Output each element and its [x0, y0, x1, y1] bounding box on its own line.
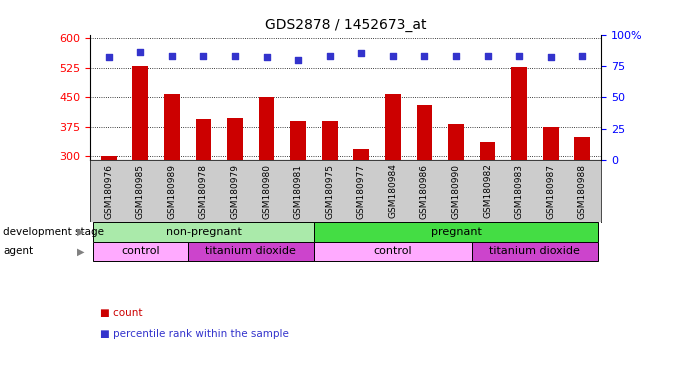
Bar — [322, 121, 338, 161]
Text: GSM180985: GSM180985 — [136, 164, 145, 218]
Text: GSM180976: GSM180976 — [104, 164, 113, 218]
Bar — [314, 242, 472, 261]
Bar — [574, 137, 590, 161]
Point — [419, 53, 430, 59]
Bar — [196, 119, 211, 161]
Bar — [93, 222, 314, 242]
Point — [135, 49, 146, 55]
Point — [451, 53, 462, 59]
Point — [229, 53, 240, 59]
Bar — [385, 94, 401, 161]
Point — [103, 54, 114, 60]
Text: GSM180977: GSM180977 — [357, 164, 366, 218]
Point — [388, 53, 399, 59]
Point — [261, 54, 272, 60]
Bar — [417, 105, 433, 161]
Bar — [314, 222, 598, 242]
Text: GSM180990: GSM180990 — [451, 164, 460, 218]
Text: titanium dioxide: titanium dioxide — [205, 246, 296, 257]
Bar — [353, 149, 369, 161]
Text: GSM180986: GSM180986 — [420, 164, 429, 218]
Bar — [448, 124, 464, 161]
Bar — [164, 94, 180, 161]
Text: GSM180982: GSM180982 — [483, 164, 492, 218]
Point — [292, 57, 303, 63]
Point — [167, 53, 178, 59]
Text: agent: agent — [3, 246, 34, 257]
Bar — [480, 142, 495, 161]
Point — [198, 53, 209, 59]
Bar — [511, 67, 527, 161]
Point — [545, 54, 556, 60]
Bar — [258, 97, 274, 161]
Text: GSM180978: GSM180978 — [199, 164, 208, 218]
Bar — [290, 121, 306, 161]
Bar — [101, 156, 117, 161]
Bar — [542, 127, 558, 161]
Point — [513, 53, 524, 59]
Text: GSM180981: GSM180981 — [294, 164, 303, 218]
Text: non-pregnant: non-pregnant — [166, 227, 241, 237]
Point — [356, 50, 367, 56]
Text: ■ count: ■ count — [100, 308, 143, 318]
Point — [577, 53, 588, 59]
Text: ▶: ▶ — [77, 227, 84, 237]
Text: control: control — [374, 246, 412, 257]
Text: pregnant: pregnant — [430, 227, 482, 237]
Point — [324, 53, 335, 59]
Text: ▶: ▶ — [77, 246, 84, 257]
Text: titanium dioxide: titanium dioxide — [489, 246, 580, 257]
Text: GSM180984: GSM180984 — [388, 164, 397, 218]
Text: development stage: development stage — [3, 227, 104, 237]
Bar — [188, 242, 314, 261]
Point — [482, 53, 493, 59]
Bar — [133, 66, 149, 161]
Title: GDS2878 / 1452673_at: GDS2878 / 1452673_at — [265, 18, 426, 32]
Text: GSM180980: GSM180980 — [262, 164, 271, 218]
Text: GSM180987: GSM180987 — [546, 164, 555, 218]
Bar — [227, 118, 243, 161]
Text: ■ percentile rank within the sample: ■ percentile rank within the sample — [100, 329, 289, 339]
Text: GSM180983: GSM180983 — [515, 164, 524, 218]
Text: GSM180979: GSM180979 — [231, 164, 240, 218]
Text: GSM180988: GSM180988 — [578, 164, 587, 218]
Text: control: control — [121, 246, 160, 257]
Text: GSM180989: GSM180989 — [167, 164, 176, 218]
Bar — [93, 242, 188, 261]
Bar — [472, 242, 598, 261]
Text: GSM180975: GSM180975 — [325, 164, 334, 218]
